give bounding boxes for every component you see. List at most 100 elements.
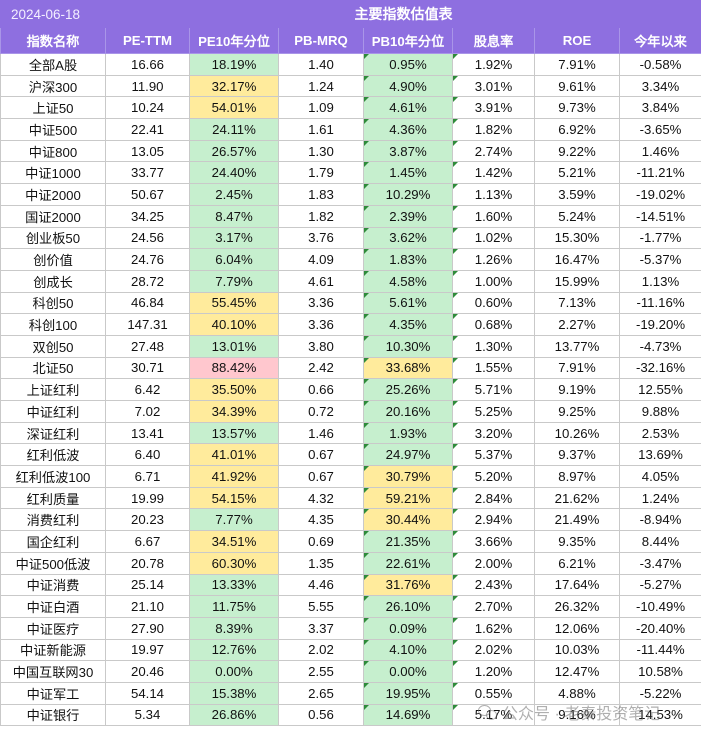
pb-mrq-cell[interactable]: 1.79 <box>278 161 364 185</box>
index-name-cell[interactable]: 科创100 <box>0 313 106 336</box>
pb-mrq-cell[interactable]: 3.36 <box>278 291 364 315</box>
index-name-cell[interactable]: 双创50 <box>0 334 106 358</box>
ytd-cell[interactable]: -14.51% <box>618 204 701 228</box>
index-name-cell[interactable]: 创业板50 <box>0 226 106 250</box>
pe-ttm-cell[interactable]: 11.90 <box>105 74 190 98</box>
pe-percentile-cell[interactable]: 24.40% <box>189 161 279 185</box>
ytd-cell[interactable]: -11.44% <box>618 638 701 662</box>
index-name-cell[interactable]: 红利质量 <box>0 486 106 510</box>
pe-percentile-cell[interactable]: 26.86% <box>189 703 279 727</box>
index-name-cell[interactable]: 上证50 <box>0 96 106 120</box>
dividend-yield-cell[interactable]: 0.60% <box>452 291 535 315</box>
pe-ttm-cell[interactable]: 34.25 <box>105 204 190 228</box>
pb-mrq-cell[interactable]: 4.46 <box>278 573 364 597</box>
pb-percentile-cell[interactable]: 10.29% <box>363 183 453 206</box>
index-name-cell[interactable]: 红利低波100 <box>0 465 106 488</box>
ytd-cell[interactable]: 10.58% <box>618 660 701 683</box>
dividend-yield-cell[interactable]: 3.66% <box>452 530 535 553</box>
pe-ttm-cell[interactable]: 20.23 <box>105 508 190 532</box>
index-name-cell[interactable]: 中国互联网30 <box>0 660 106 683</box>
header-ytd[interactable]: 今年以来 <box>618 27 701 54</box>
ytd-cell[interactable]: 3.84% <box>618 96 701 120</box>
pb-mrq-cell[interactable]: 1.61 <box>278 118 364 141</box>
pb-percentile-cell[interactable]: 4.35% <box>363 313 453 336</box>
pb-mrq-cell[interactable]: 4.35 <box>278 508 364 532</box>
pe-ttm-cell[interactable]: 25.14 <box>105 573 190 597</box>
pb-mrq-cell[interactable]: 3.80 <box>278 334 364 358</box>
pb-mrq-cell[interactable]: 0.72 <box>278 400 364 423</box>
index-name-cell[interactable]: 北证50 <box>0 356 106 380</box>
index-name-cell[interactable]: 中证2000 <box>0 183 106 206</box>
dividend-yield-cell[interactable]: 1.02% <box>452 226 535 250</box>
roe-cell[interactable]: 12.06% <box>534 616 620 640</box>
pe-percentile-cell[interactable]: 88.42% <box>189 356 279 380</box>
pb-percentile-cell[interactable]: 1.45% <box>363 161 453 185</box>
ytd-cell[interactable]: 1.46% <box>618 139 701 163</box>
pb-mrq-cell[interactable]: 3.76 <box>278 226 364 250</box>
pb-percentile-cell[interactable]: 31.76% <box>363 573 453 597</box>
roe-cell[interactable]: 5.21% <box>534 161 620 185</box>
pe-percentile-cell[interactable]: 3.17% <box>189 226 279 250</box>
roe-cell[interactable]: 2.27% <box>534 313 620 336</box>
pe-ttm-cell[interactable]: 19.99 <box>105 486 190 510</box>
pb-mrq-cell[interactable]: 2.55 <box>278 660 364 683</box>
ytd-cell[interactable]: -3.47% <box>618 551 701 575</box>
pe-ttm-cell[interactable]: 6.67 <box>105 530 190 553</box>
ytd-cell[interactable]: -11.21% <box>618 161 701 185</box>
roe-cell[interactable]: 13.77% <box>534 334 620 358</box>
pb-percentile-cell[interactable]: 33.68% <box>363 356 453 380</box>
ytd-cell[interactable]: -1.77% <box>618 226 701 250</box>
pb-percentile-cell[interactable]: 25.26% <box>363 378 453 401</box>
pb-mrq-cell[interactable]: 0.66 <box>278 378 364 401</box>
pe-ttm-cell[interactable]: 10.24 <box>105 96 190 120</box>
dividend-yield-cell[interactable]: 2.74% <box>452 139 535 163</box>
roe-cell[interactable]: 12.47% <box>534 660 620 683</box>
header-pe-ttm[interactable]: PE-TTM <box>105 27 190 54</box>
roe-cell[interactable]: 7.91% <box>534 356 620 380</box>
pb-percentile-cell[interactable]: 4.58% <box>363 269 453 293</box>
pb-percentile-cell[interactable]: 0.00% <box>363 660 453 683</box>
ytd-cell[interactable]: -5.27% <box>618 573 701 597</box>
index-name-cell[interactable]: 深证红利 <box>0 421 106 445</box>
dividend-yield-cell[interactable]: 0.55% <box>452 681 535 705</box>
ytd-cell[interactable]: -3.65% <box>618 118 701 141</box>
index-name-cell[interactable]: 中证新能源 <box>0 638 106 662</box>
dividend-yield-cell[interactable]: 5.71% <box>452 378 535 401</box>
pb-percentile-cell[interactable]: 2.39% <box>363 204 453 228</box>
dividend-yield-cell[interactable]: 5.37% <box>452 443 535 467</box>
pe-ttm-cell[interactable]: 6.40 <box>105 443 190 467</box>
pb-mrq-cell[interactable]: 5.55 <box>278 595 364 618</box>
pe-percentile-cell[interactable]: 34.51% <box>189 530 279 553</box>
index-name-cell[interactable]: 创价值 <box>0 248 106 271</box>
pe-percentile-cell[interactable]: 15.38% <box>189 681 279 705</box>
index-name-cell[interactable]: 中证军工 <box>0 681 106 705</box>
ytd-cell[interactable]: -32.16% <box>618 356 701 380</box>
roe-cell[interactable]: 7.13% <box>534 291 620 315</box>
roe-cell[interactable]: 15.99% <box>534 269 620 293</box>
pe-ttm-cell[interactable]: 6.71 <box>105 465 190 488</box>
pb-percentile-cell[interactable]: 4.10% <box>363 638 453 662</box>
pe-percentile-cell[interactable]: 40.10% <box>189 313 279 336</box>
pe-ttm-cell[interactable]: 13.05 <box>105 139 190 163</box>
ytd-cell[interactable]: 3.34% <box>618 74 701 98</box>
index-name-cell[interactable]: 中证白酒 <box>0 595 106 618</box>
dividend-yield-cell[interactable]: 1.62% <box>452 616 535 640</box>
pe-ttm-cell[interactable]: 5.34 <box>105 703 190 727</box>
dividend-yield-cell[interactable]: 1.82% <box>452 118 535 141</box>
pe-ttm-cell[interactable]: 22.41 <box>105 118 190 141</box>
pb-mrq-cell[interactable]: 2.65 <box>278 681 364 705</box>
pe-percentile-cell[interactable]: 13.57% <box>189 421 279 445</box>
pb-mrq-cell[interactable]: 0.67 <box>278 443 364 467</box>
ytd-cell[interactable]: -11.16% <box>618 291 701 315</box>
roe-cell[interactable]: 4.88% <box>534 681 620 705</box>
pb-mrq-cell[interactable]: 2.02 <box>278 638 364 662</box>
pb-mrq-cell[interactable]: 0.69 <box>278 530 364 553</box>
pe-percentile-cell[interactable]: 41.01% <box>189 443 279 467</box>
roe-cell[interactable]: 21.49% <box>534 508 620 532</box>
roe-cell[interactable]: 9.19% <box>534 378 620 401</box>
pb-mrq-cell[interactable]: 1.40 <box>278 53 364 76</box>
pe-percentile-cell[interactable]: 18.19% <box>189 53 279 76</box>
ytd-cell[interactable]: -8.94% <box>618 508 701 532</box>
dividend-yield-cell[interactable]: 1.13% <box>452 183 535 206</box>
roe-cell[interactable]: 7.91% <box>534 53 620 76</box>
